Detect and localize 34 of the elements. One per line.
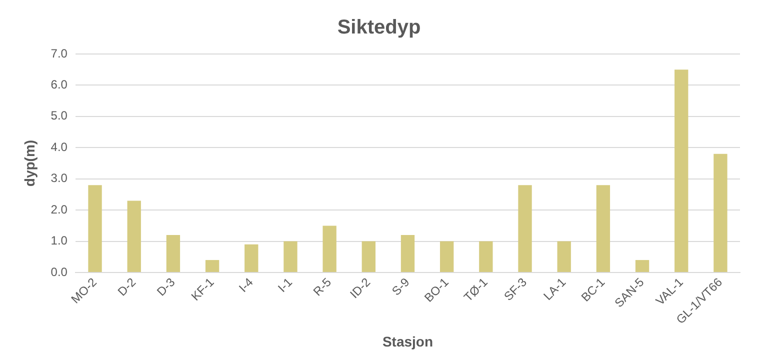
- bar: [557, 241, 571, 272]
- y-tick-label: 7.0: [50, 46, 68, 60]
- bar: [205, 260, 220, 272]
- bar: [479, 241, 493, 272]
- y-tick-label: 1.0: [50, 234, 68, 248]
- x-tick-label: I-1: [275, 274, 296, 295]
- x-tick-label: D-2: [115, 274, 139, 299]
- chart-title: Siktedyp: [337, 16, 421, 39]
- y-tick-label: 4.0: [50, 140, 68, 154]
- bar: [674, 70, 688, 272]
- bar: [596, 185, 610, 272]
- x-tick-label: R-5: [310, 274, 334, 299]
- bar: [362, 241, 376, 272]
- y-tick-label: 0.0: [50, 264, 68, 279]
- bar: [244, 244, 258, 272]
- bar: [635, 260, 650, 272]
- y-tick-label: 6.0: [50, 78, 68, 92]
- y-axis-title: dyp(m): [21, 140, 38, 187]
- x-tick-label: S-9: [389, 274, 412, 298]
- bar: [322, 226, 336, 272]
- bar: [284, 241, 298, 272]
- bar: [440, 241, 454, 272]
- bar: [400, 235, 415, 272]
- bar: [518, 185, 532, 272]
- y-tick-label: 5.0: [50, 108, 68, 123]
- bar: [88, 185, 102, 272]
- bar: [127, 200, 141, 272]
- bar: [166, 235, 180, 272]
- x-tick-label: I-4: [236, 274, 256, 295]
- y-tick-label: 2.0: [50, 202, 68, 216]
- y-tick-label: 3.0: [50, 171, 68, 186]
- x-axis-title: Stasjon: [382, 333, 434, 350]
- x-tick-label: D-3: [154, 274, 178, 299]
- bar: [714, 154, 728, 272]
